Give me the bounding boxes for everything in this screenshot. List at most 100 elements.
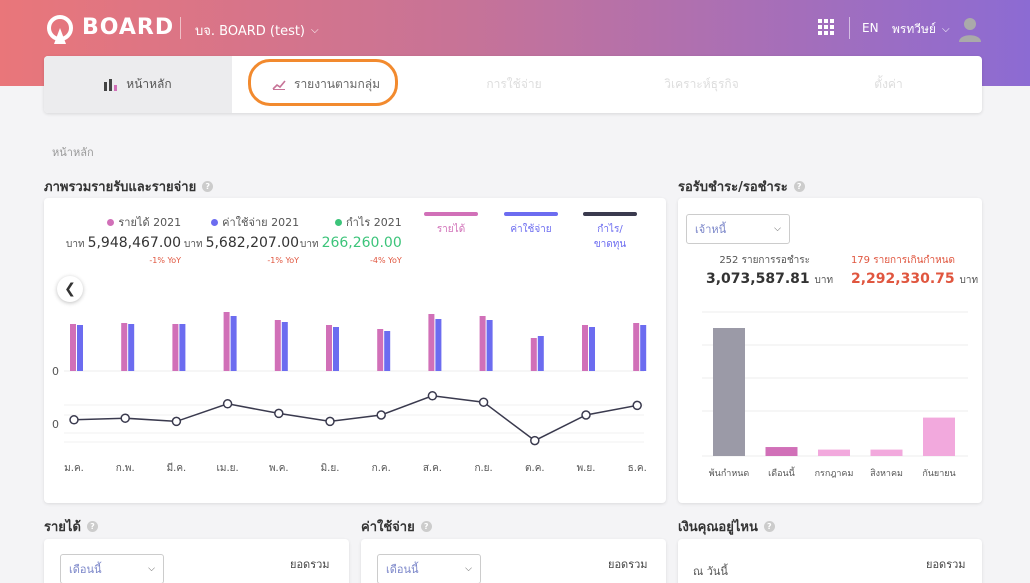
tab-spending[interactable]: การใช้จ่าย [420, 56, 608, 113]
chevron-left-icon[interactable]: ❮ [57, 276, 83, 302]
bar-receivable [765, 447, 798, 456]
x-tick-label: สิงหาคม [870, 468, 903, 479]
profit-point [222, 399, 233, 409]
amount-value: 3,073,587.81 [706, 271, 810, 287]
bar-income [530, 338, 537, 371]
breadcrumb: หน้าหลัก [52, 146, 94, 159]
bar-income [428, 314, 435, 371]
language-switch[interactable]: EN [862, 21, 879, 35]
profit-point [171, 416, 182, 427]
bar-expense [486, 320, 493, 371]
main-tabs: หน้าหลัก รายงานตามกลุ่ม การใช้จ่าย วิเคร… [44, 56, 982, 113]
board-logo-icon[interactable] [44, 14, 76, 46]
receivable-title: รอรับชำระ/รอชำระ? [678, 176, 805, 197]
bar-receivable [818, 449, 850, 456]
dropdown-value: เดือนนี้ [69, 563, 102, 576]
x-tick-label: กันยายน [922, 469, 955, 479]
profit-point [274, 408, 284, 419]
x-tick-label: พ้นกำหนด [709, 468, 750, 479]
income-title: รายได้? [44, 516, 98, 537]
expense-period-dropdown[interactable]: เดือนนี้ ⌵ [377, 554, 481, 583]
bar-income [70, 324, 76, 371]
dropdown-value: เจ้าหนี้ [695, 223, 727, 236]
profit-point [427, 391, 438, 401]
x-tick-label: ต.ค. [525, 463, 545, 474]
bar-chart-icon [104, 78, 118, 91]
help-icon[interactable]: ? [420, 521, 432, 532]
overview-title: ภาพรวมรายรับและรายจ่าย? [44, 176, 214, 197]
amount-unit: บาท [959, 275, 979, 286]
bar-expense [640, 325, 647, 371]
profit-dot-icon [334, 218, 342, 226]
bar-expense [77, 325, 83, 371]
tab-settings[interactable]: ตั้งค่า [795, 56, 982, 113]
dropdown-value: เดือนนี้ [386, 563, 419, 576]
tab-home[interactable]: หน้าหลัก [44, 56, 232, 113]
legend-income[interactable]: รายได้ [424, 212, 478, 237]
x-tick-label: เดือนนี้ [768, 466, 795, 479]
brand-name: BOARD [82, 15, 175, 40]
overview-chart: 0 0 ม.ค. ก.พ. มี.ค. เม.ย. พ.ค. มิ.ย. ก.ค. ส.ค. ก.ย… [52, 312, 647, 474]
trend-line-icon [272, 79, 286, 90]
bar-expense [384, 331, 391, 371]
user-menu[interactable]: พรทวีษย์ ⌵ [892, 20, 950, 39]
x-tick-label: กรกฎาคม [815, 469, 854, 479]
x-tick-label: ม.ค. [64, 463, 84, 474]
chevron-down-icon: ⌵ [774, 224, 781, 234]
help-icon[interactable]: ? [793, 181, 805, 192]
income-period-dropdown[interactable]: เดือนนี้ ⌵ [60, 554, 164, 583]
chevron-down-icon: ⌵ [941, 24, 950, 35]
profit-point [120, 413, 130, 423]
income-stat: รายได้ 2021 บาท 5,948,467.00 -1% YoY [66, 213, 181, 265]
y-tick-label: 0 [52, 365, 59, 378]
bar-receivable [713, 328, 745, 456]
tab-label: หน้าหลัก [126, 77, 172, 91]
avatar-icon[interactable] [958, 16, 982, 42]
receivable-chart: พ้นกำหนด เดือนนี้ กรกฎาคม สิงหาคม กันยายน [702, 311, 968, 479]
x-tick-label: มิ.ย. [321, 463, 340, 474]
total-label: ยอดรวม [290, 558, 330, 571]
apps-grid-icon[interactable] [818, 19, 834, 35]
help-icon[interactable]: ? [202, 181, 214, 192]
bar-income [479, 316, 486, 371]
bar-receivable [870, 449, 903, 456]
help-icon[interactable]: ? [86, 521, 98, 532]
tab-label: รายงานตามกลุ่ม [294, 77, 380, 91]
bar-income [326, 325, 332, 371]
legend-profit[interactable]: กำไร/ขาดทุน [583, 212, 637, 252]
income-dot-icon [107, 218, 115, 226]
profit-point [325, 416, 335, 427]
legend-label: ค่าใช้จ่าย [510, 224, 552, 235]
x-tick-label: มี.ค. [167, 462, 187, 474]
company-selector[interactable]: บจ. BOARD (test) ⌵ [195, 20, 319, 41]
legend-expense[interactable]: ค่าใช้จ่าย [504, 212, 558, 237]
expense-title: ค่าใช้จ่าย? [361, 516, 432, 537]
payable-dropdown[interactable]: เจ้าหนี้ ⌵ [686, 214, 790, 244]
pending-amount: 3,073,587.81 บาท [706, 271, 833, 288]
section-title-text: ค่าใช้จ่าย [361, 520, 415, 535]
bar-income [377, 329, 384, 371]
pending-count: 252 รายการรอชำระ [719, 255, 810, 266]
tab-analysis[interactable]: วิเคราะห์ธุรกิจ [608, 56, 795, 113]
overdue-amount: 2,292,330.75 บาท [851, 271, 978, 288]
profit-line [73, 395, 638, 442]
profit-point [376, 410, 386, 420]
help-icon[interactable]: ? [763, 521, 775, 532]
total-label: ยอดรวม [926, 558, 966, 571]
tab-label: ตั้งค่า [874, 77, 903, 91]
profit-point [69, 415, 79, 425]
x-tick-label: ก.ย. [474, 463, 492, 474]
stat-label: กำไร 2021 [345, 216, 402, 229]
total-label: ยอดรวม [608, 558, 648, 571]
overview-card [44, 198, 666, 503]
bar-income [633, 323, 640, 371]
chevron-down-icon: ⌵ [311, 25, 319, 36]
section-title-text: เงินคุณอยู่ไหน [678, 520, 758, 535]
stat-yoy: -4% YoY [370, 256, 402, 265]
overdue-count: 179 รายการเกินกำหนด [850, 255, 955, 266]
stat-value: 5,682,207.00 [205, 235, 300, 251]
user-name: พรทวีษย์ [892, 22, 936, 36]
stat-label: รายได้ 2021 [118, 216, 182, 229]
legend-label: รายได้ [436, 224, 466, 235]
tab-group-report[interactable]: รายงานตามกลุ่ม [232, 56, 420, 113]
